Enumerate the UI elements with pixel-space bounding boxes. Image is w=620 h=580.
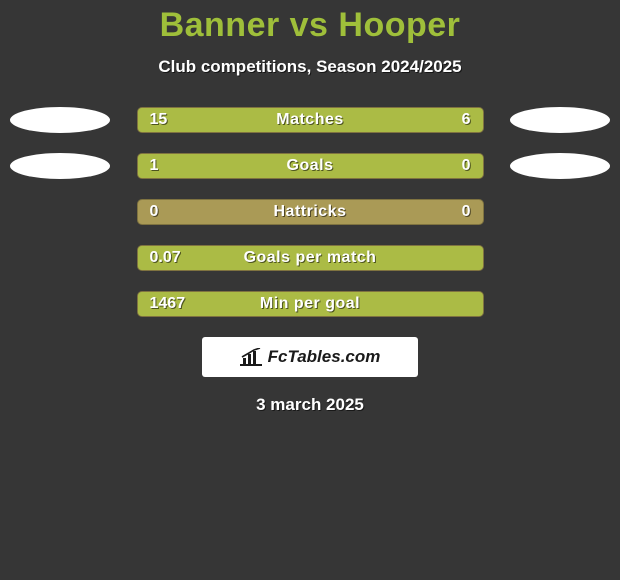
stat-bar: 0Hattricks0 [137, 199, 484, 225]
stat-label: Matches [138, 108, 483, 132]
player-oval-left [10, 107, 110, 133]
subtitle: Club competitions, Season 2024/2025 [158, 57, 461, 77]
stat-bar: 15Matches6 [137, 107, 484, 133]
stat-bar: 1Goals0 [137, 153, 484, 179]
stat-row: 15Matches6 [0, 107, 620, 133]
player-oval-right [510, 107, 610, 133]
stat-row: 0.07Goals per match [0, 245, 620, 271]
stat-value-right: 0 [462, 154, 471, 178]
date-label: 3 march 2025 [256, 395, 364, 415]
stats-rows: 15Matches61Goals00Hattricks00.07Goals pe… [0, 107, 620, 317]
chart-icon [240, 348, 262, 366]
chart-container: Banner vs Hooper Club competitions, Seas… [0, 0, 620, 580]
stat-bar: 1467Min per goal [137, 291, 484, 317]
stat-label: Hattricks [138, 200, 483, 224]
player-oval-right [510, 153, 610, 179]
stat-row: 0Hattricks0 [0, 199, 620, 225]
stat-row: 1467Min per goal [0, 291, 620, 317]
stat-label: Goals [138, 154, 483, 178]
stat-row: 1Goals0 [0, 153, 620, 179]
player-oval-left [10, 153, 110, 179]
stat-bar: 0.07Goals per match [137, 245, 484, 271]
stat-label: Goals per match [138, 246, 483, 270]
logo-box: FcTables.com [202, 337, 418, 377]
stat-value-right: 0 [462, 200, 471, 224]
logo-text: FcTables.com [268, 347, 381, 367]
stat-value-right: 6 [462, 108, 471, 132]
page-title: Banner vs Hooper [160, 6, 461, 45]
stat-label: Min per goal [138, 292, 483, 316]
